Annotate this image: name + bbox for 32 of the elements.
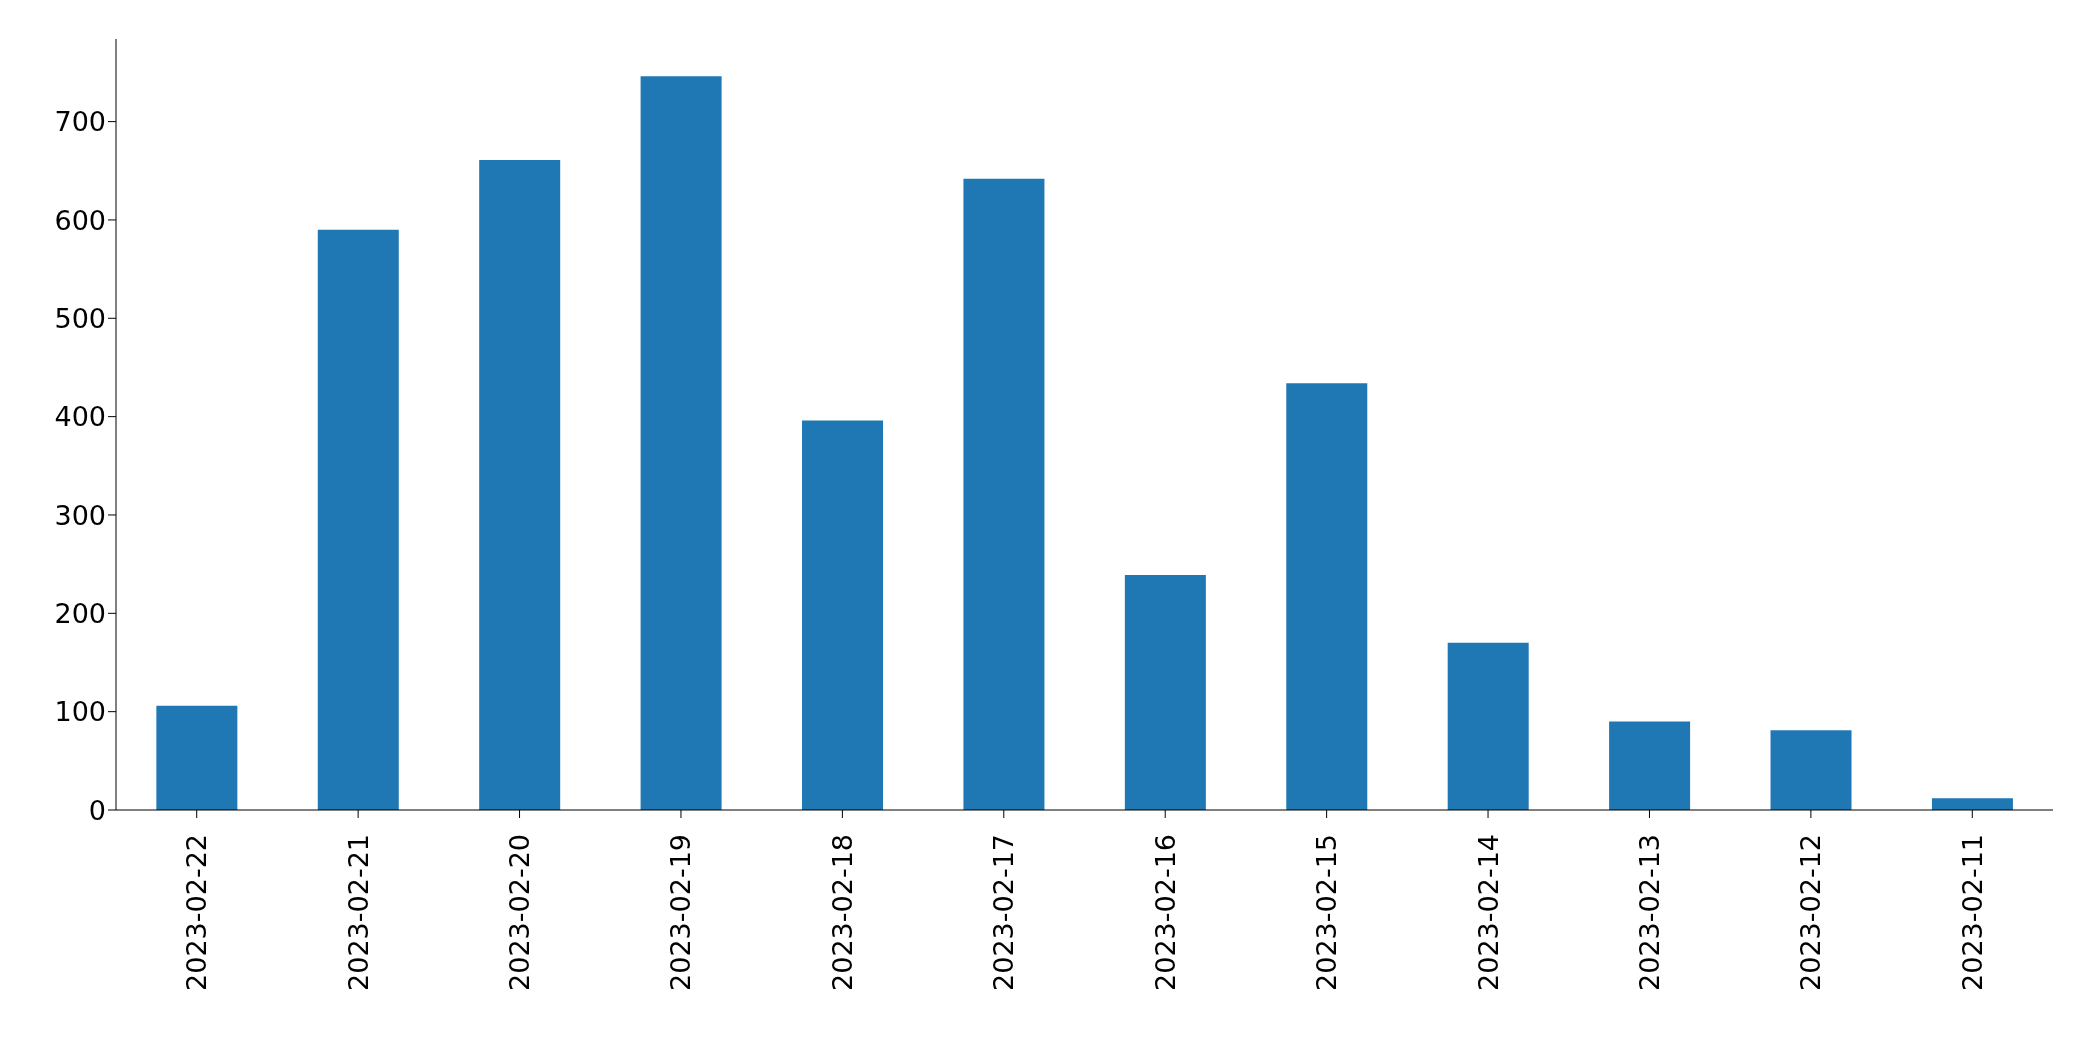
x-tick-label: 2023-02-13 xyxy=(1633,834,1665,991)
x-tick-label: 2023-02-16 xyxy=(1149,834,1181,991)
y-tick-label: 100 xyxy=(54,696,106,728)
y-tick-label: 700 xyxy=(54,106,106,138)
x-tick-label: 2023-02-17 xyxy=(988,834,1020,991)
bar xyxy=(1447,642,1529,810)
x-tick-label: 2023-02-20 xyxy=(504,834,536,991)
bar xyxy=(317,229,399,810)
x-tick-label: 2023-02-11 xyxy=(1956,834,1988,991)
x-tick-label: 2023-02-15 xyxy=(1311,834,1343,991)
bar xyxy=(963,178,1045,810)
bar xyxy=(640,76,722,810)
x-tick-label: 2023-02-19 xyxy=(665,834,697,991)
bar xyxy=(479,159,561,810)
y-tick-label: 400 xyxy=(54,401,106,433)
bar xyxy=(1124,574,1206,810)
x-tick-label: 2023-02-18 xyxy=(826,834,858,991)
bar xyxy=(1609,721,1691,810)
y-tick-label: 300 xyxy=(54,499,106,531)
y-tick-label: 500 xyxy=(54,302,106,334)
x-tick-label: 2023-02-22 xyxy=(181,834,213,991)
bar xyxy=(156,705,238,810)
x-tick-label: 2023-02-14 xyxy=(1472,834,1504,991)
bar xyxy=(1770,730,1852,810)
y-tick-label: 200 xyxy=(54,597,106,629)
y-tick-label: 600 xyxy=(54,204,106,236)
bar xyxy=(1931,798,2013,810)
bar xyxy=(1286,383,1368,810)
y-tick-label: 0 xyxy=(88,794,106,826)
x-tick-label: 2023-02-21 xyxy=(342,834,374,991)
x-tick-label: 2023-02-12 xyxy=(1795,834,1827,991)
bar xyxy=(802,420,884,810)
